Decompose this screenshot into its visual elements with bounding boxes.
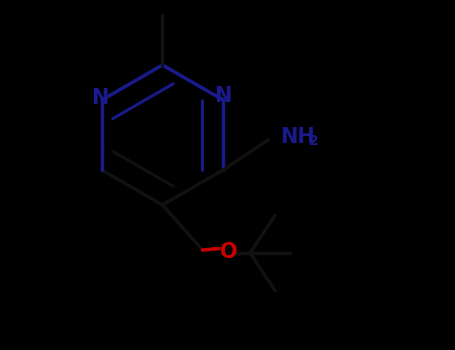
Text: N: N	[91, 88, 108, 107]
Text: NH: NH	[281, 127, 315, 147]
Text: 2: 2	[308, 134, 318, 148]
Text: O: O	[220, 243, 238, 262]
Text: N: N	[214, 86, 232, 106]
